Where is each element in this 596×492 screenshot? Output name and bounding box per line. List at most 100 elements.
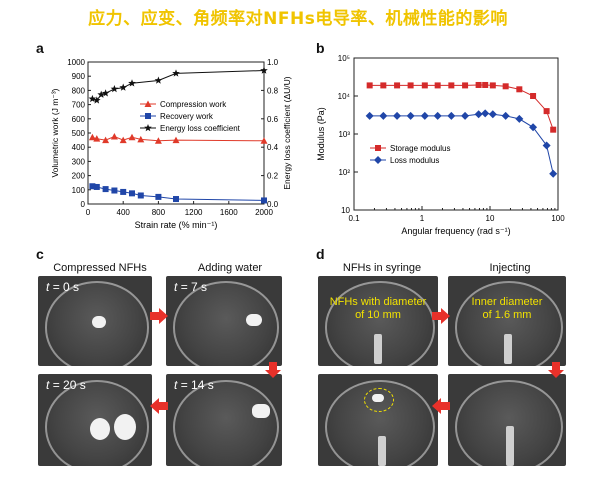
series-line	[369, 112, 554, 174]
y-tick-label-right: 0.6	[267, 115, 279, 124]
data-point	[93, 183, 100, 190]
y-tick-label-left: 300	[72, 157, 86, 166]
data-point	[380, 82, 387, 89]
data-point	[549, 169, 558, 178]
chart-b: 0.1 1 10 100 10 10² 10³ 10⁴ 10⁵ Angular frequency…	[316, 54, 565, 236]
data-point	[154, 76, 163, 84]
data-point	[172, 69, 180, 77]
data-point	[261, 197, 267, 204]
data-point	[101, 89, 110, 97]
data-point	[110, 84, 119, 93]
data-point	[406, 111, 415, 120]
x-tick-label: 1600	[220, 208, 238, 217]
photo-c-t20: t = 20 s	[38, 374, 152, 466]
data-point	[394, 82, 401, 89]
legend-label: Energy loss coefficient	[160, 124, 241, 133]
plot-frame	[87, 61, 265, 205]
arrow-down-icon	[548, 362, 564, 378]
arrow-right-icon	[150, 308, 168, 324]
data-point	[119, 136, 127, 144]
time-label-t7: t = 7 s	[174, 280, 208, 294]
data-point	[433, 111, 442, 120]
legend-marker	[144, 124, 152, 132]
highlight-circle	[364, 388, 394, 412]
syringe	[374, 334, 382, 364]
data-point	[529, 123, 538, 132]
data-point	[379, 111, 388, 120]
data-point	[489, 82, 496, 89]
data-point	[550, 126, 557, 133]
arrow-down-icon	[265, 362, 281, 378]
y-tick-label-left: 0	[81, 200, 86, 209]
syringe	[506, 426, 514, 466]
data-point	[501, 111, 510, 120]
data-point	[110, 133, 118, 140]
syringe	[504, 334, 512, 364]
data-point	[128, 133, 136, 141]
y-tick-label-right: 1.0	[267, 58, 279, 67]
series-line	[369, 84, 554, 130]
data-point	[488, 110, 497, 119]
legend-marker	[374, 156, 382, 164]
data-point	[260, 137, 268, 144]
x-axis-label: Strain rate (% min⁻¹)	[135, 220, 218, 230]
data-point	[515, 114, 524, 123]
y-tick-label: 10²	[338, 168, 350, 177]
y-tick-label: 10	[341, 206, 350, 215]
data-point	[102, 186, 109, 193]
photo-c-t0: t = 0 s	[38, 276, 152, 366]
data-point	[475, 81, 482, 88]
y-tick-label-left: 600	[72, 115, 86, 124]
x-axis-label: Angular frequency (rad s⁻¹)	[401, 226, 510, 236]
photo-c-t14: t = 14 s	[166, 374, 282, 466]
y-tick-label-left: 400	[72, 143, 86, 152]
data-point	[542, 141, 551, 150]
data-point	[420, 111, 429, 120]
arrow-left-icon	[150, 398, 168, 414]
y-tick-label-left: 1000	[67, 58, 85, 67]
photo-d-result	[318, 374, 438, 466]
data-point	[481, 109, 490, 118]
data-point	[154, 137, 162, 144]
data-point	[97, 90, 105, 98]
y-tick-label-right: 0.4	[267, 143, 279, 152]
legend-label: Loss modulus	[390, 156, 439, 165]
data-point	[407, 82, 414, 89]
x-tick-label: 0	[86, 208, 91, 217]
x-tick-label: 100	[551, 214, 565, 223]
y-tick-label: 10³	[338, 130, 350, 139]
data-point	[88, 94, 97, 103]
photo-d-injecting: Inner diameter of 1.6 mm	[448, 276, 566, 366]
nfh-sample	[246, 314, 262, 326]
data-point	[93, 96, 101, 104]
data-point	[128, 79, 136, 87]
series-line	[92, 185, 265, 201]
x-tick-label: 0.1	[348, 214, 360, 223]
legend-marker	[144, 100, 152, 107]
data-point	[421, 82, 428, 89]
time-label-t14: t = 14 s	[174, 378, 214, 392]
plot-frame	[353, 57, 559, 211]
data-point	[173, 196, 179, 203]
data-point	[89, 183, 96, 190]
data-point	[393, 111, 402, 120]
y-tick-label-left: 800	[72, 86, 86, 95]
y-tick-label-right: 0.2	[267, 172, 279, 181]
series-line	[92, 135, 265, 142]
data-point	[543, 108, 550, 115]
caption-nfhs-in-syringe: NFHs in syringe	[342, 262, 422, 274]
x-tick-label: 800	[152, 208, 166, 217]
syringe	[378, 436, 386, 466]
photo-d-syringe-empty	[448, 374, 566, 466]
legend-marker	[145, 113, 151, 119]
legend-label: Recovery work	[160, 112, 214, 121]
x-tick-label: 400	[117, 208, 131, 217]
data-point	[448, 82, 455, 89]
x-tick-label: 1	[420, 214, 425, 223]
figure-banner-title: 应力、应变、角频率对NFHs电导率、机械性能的影响	[88, 9, 508, 29]
data-point	[111, 187, 118, 194]
photo-d-syringe: NFHs with diameter of 10 mm	[318, 276, 438, 366]
x-tick-label: 1200	[185, 208, 203, 217]
y-tick-label-left: 100	[72, 186, 86, 195]
data-point	[365, 111, 374, 120]
